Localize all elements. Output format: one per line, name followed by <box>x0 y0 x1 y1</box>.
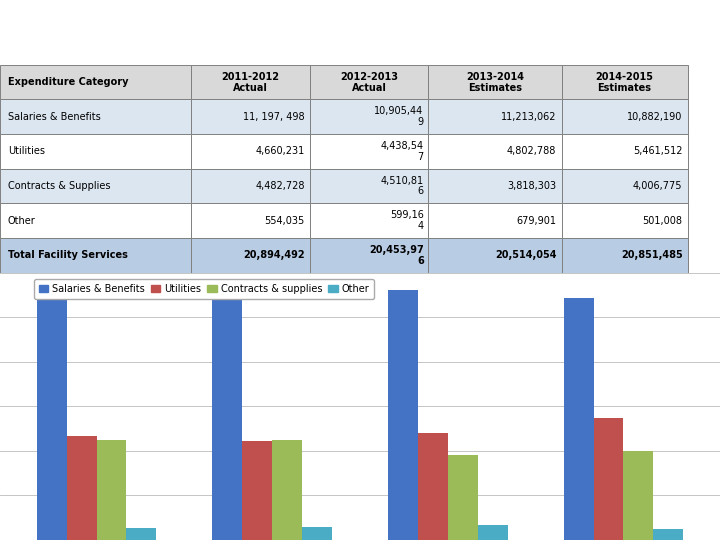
Text: 2012-2013
Actual: 2012-2013 Actual <box>340 72 398 92</box>
Bar <box>388 290 418 540</box>
Text: 501,008: 501,008 <box>642 215 683 226</box>
Bar <box>562 65 688 99</box>
Bar <box>310 134 428 168</box>
Bar <box>243 441 272 540</box>
Bar <box>477 525 508 540</box>
Bar <box>212 297 243 540</box>
Bar <box>0 134 191 168</box>
Bar <box>0 238 191 273</box>
Bar <box>191 134 310 168</box>
Text: 20,453,97
6: 20,453,97 6 <box>369 245 423 266</box>
Text: Other: Other <box>8 215 35 226</box>
Text: 2011-2012
Actual: 2011-2012 Actual <box>221 72 279 92</box>
Bar <box>272 440 302 540</box>
Bar <box>428 168 562 204</box>
Bar <box>191 65 310 99</box>
Bar <box>428 134 562 168</box>
Text: 554,035: 554,035 <box>264 215 305 226</box>
Bar <box>310 65 428 99</box>
Bar <box>564 298 593 540</box>
Bar <box>0 168 191 204</box>
Text: 4,006,775: 4,006,775 <box>633 181 683 191</box>
Text: 4,482,728: 4,482,728 <box>256 181 305 191</box>
Bar <box>593 418 624 540</box>
Bar <box>67 436 96 540</box>
Bar <box>0 99 191 134</box>
Bar <box>448 455 477 540</box>
Bar <box>0 204 191 238</box>
Bar <box>191 168 310 204</box>
Text: 20,851,485: 20,851,485 <box>621 251 683 260</box>
Bar <box>624 451 653 540</box>
Text: 4,802,788: 4,802,788 <box>507 146 557 157</box>
Bar <box>428 65 562 99</box>
Bar <box>428 99 562 134</box>
Text: 4,660,231: 4,660,231 <box>256 146 305 157</box>
Text: 2014-2015
Estimates: 2014-2015 Estimates <box>595 72 654 92</box>
Text: 11, 197, 498: 11, 197, 498 <box>243 112 305 122</box>
Text: 679,901: 679,901 <box>516 215 557 226</box>
Bar <box>96 440 127 540</box>
Text: 2013-2014
Estimates: 2013-2014 Estimates <box>466 72 524 92</box>
Text: Contracts & Supplies: Contracts & Supplies <box>8 181 110 191</box>
Bar <box>310 168 428 204</box>
Bar <box>0 65 191 99</box>
Text: 11,213,062: 11,213,062 <box>501 112 557 122</box>
Bar <box>562 99 688 134</box>
Bar <box>562 134 688 168</box>
Bar <box>310 204 428 238</box>
Bar <box>191 99 310 134</box>
Text: 5,461,512: 5,461,512 <box>633 146 683 157</box>
Text: 599,16
4: 599,16 4 <box>390 210 423 231</box>
Text: 3,818,303: 3,818,303 <box>507 181 557 191</box>
Text: Expenditure Category: Expenditure Category <box>8 77 128 87</box>
Text: 4,510,81
6: 4,510,81 6 <box>381 176 423 197</box>
Bar <box>653 529 683 540</box>
Text: 4,438,54
7: 4,438,54 7 <box>381 141 423 162</box>
Bar <box>418 433 448 540</box>
Bar <box>310 238 428 273</box>
Legend: Salaries & Benefits, Utilities, Contracts & supplies, Other: Salaries & Benefits, Utilities, Contract… <box>34 279 374 299</box>
Bar <box>562 204 688 238</box>
Bar <box>428 204 562 238</box>
Text: 20,514,054: 20,514,054 <box>495 251 557 260</box>
Text: Salaries & Benefits: Salaries & Benefits <box>8 112 100 122</box>
Bar <box>310 99 428 134</box>
Text: 20,894,492: 20,894,492 <box>243 251 305 260</box>
Text: 10,882,190: 10,882,190 <box>627 112 683 122</box>
Bar <box>37 291 67 540</box>
Bar <box>302 526 332 540</box>
Bar <box>127 528 156 540</box>
Text: 10,905,44
9: 10,905,44 9 <box>374 106 423 127</box>
Bar <box>191 238 310 273</box>
Text: Facility Services Detail: Facility Services Detail <box>9 18 383 46</box>
Bar <box>191 204 310 238</box>
Text: Utilities: Utilities <box>8 146 45 157</box>
Text: Total Facility Services: Total Facility Services <box>8 251 127 260</box>
Bar <box>428 238 562 273</box>
Bar <box>562 238 688 273</box>
Bar <box>562 168 688 204</box>
